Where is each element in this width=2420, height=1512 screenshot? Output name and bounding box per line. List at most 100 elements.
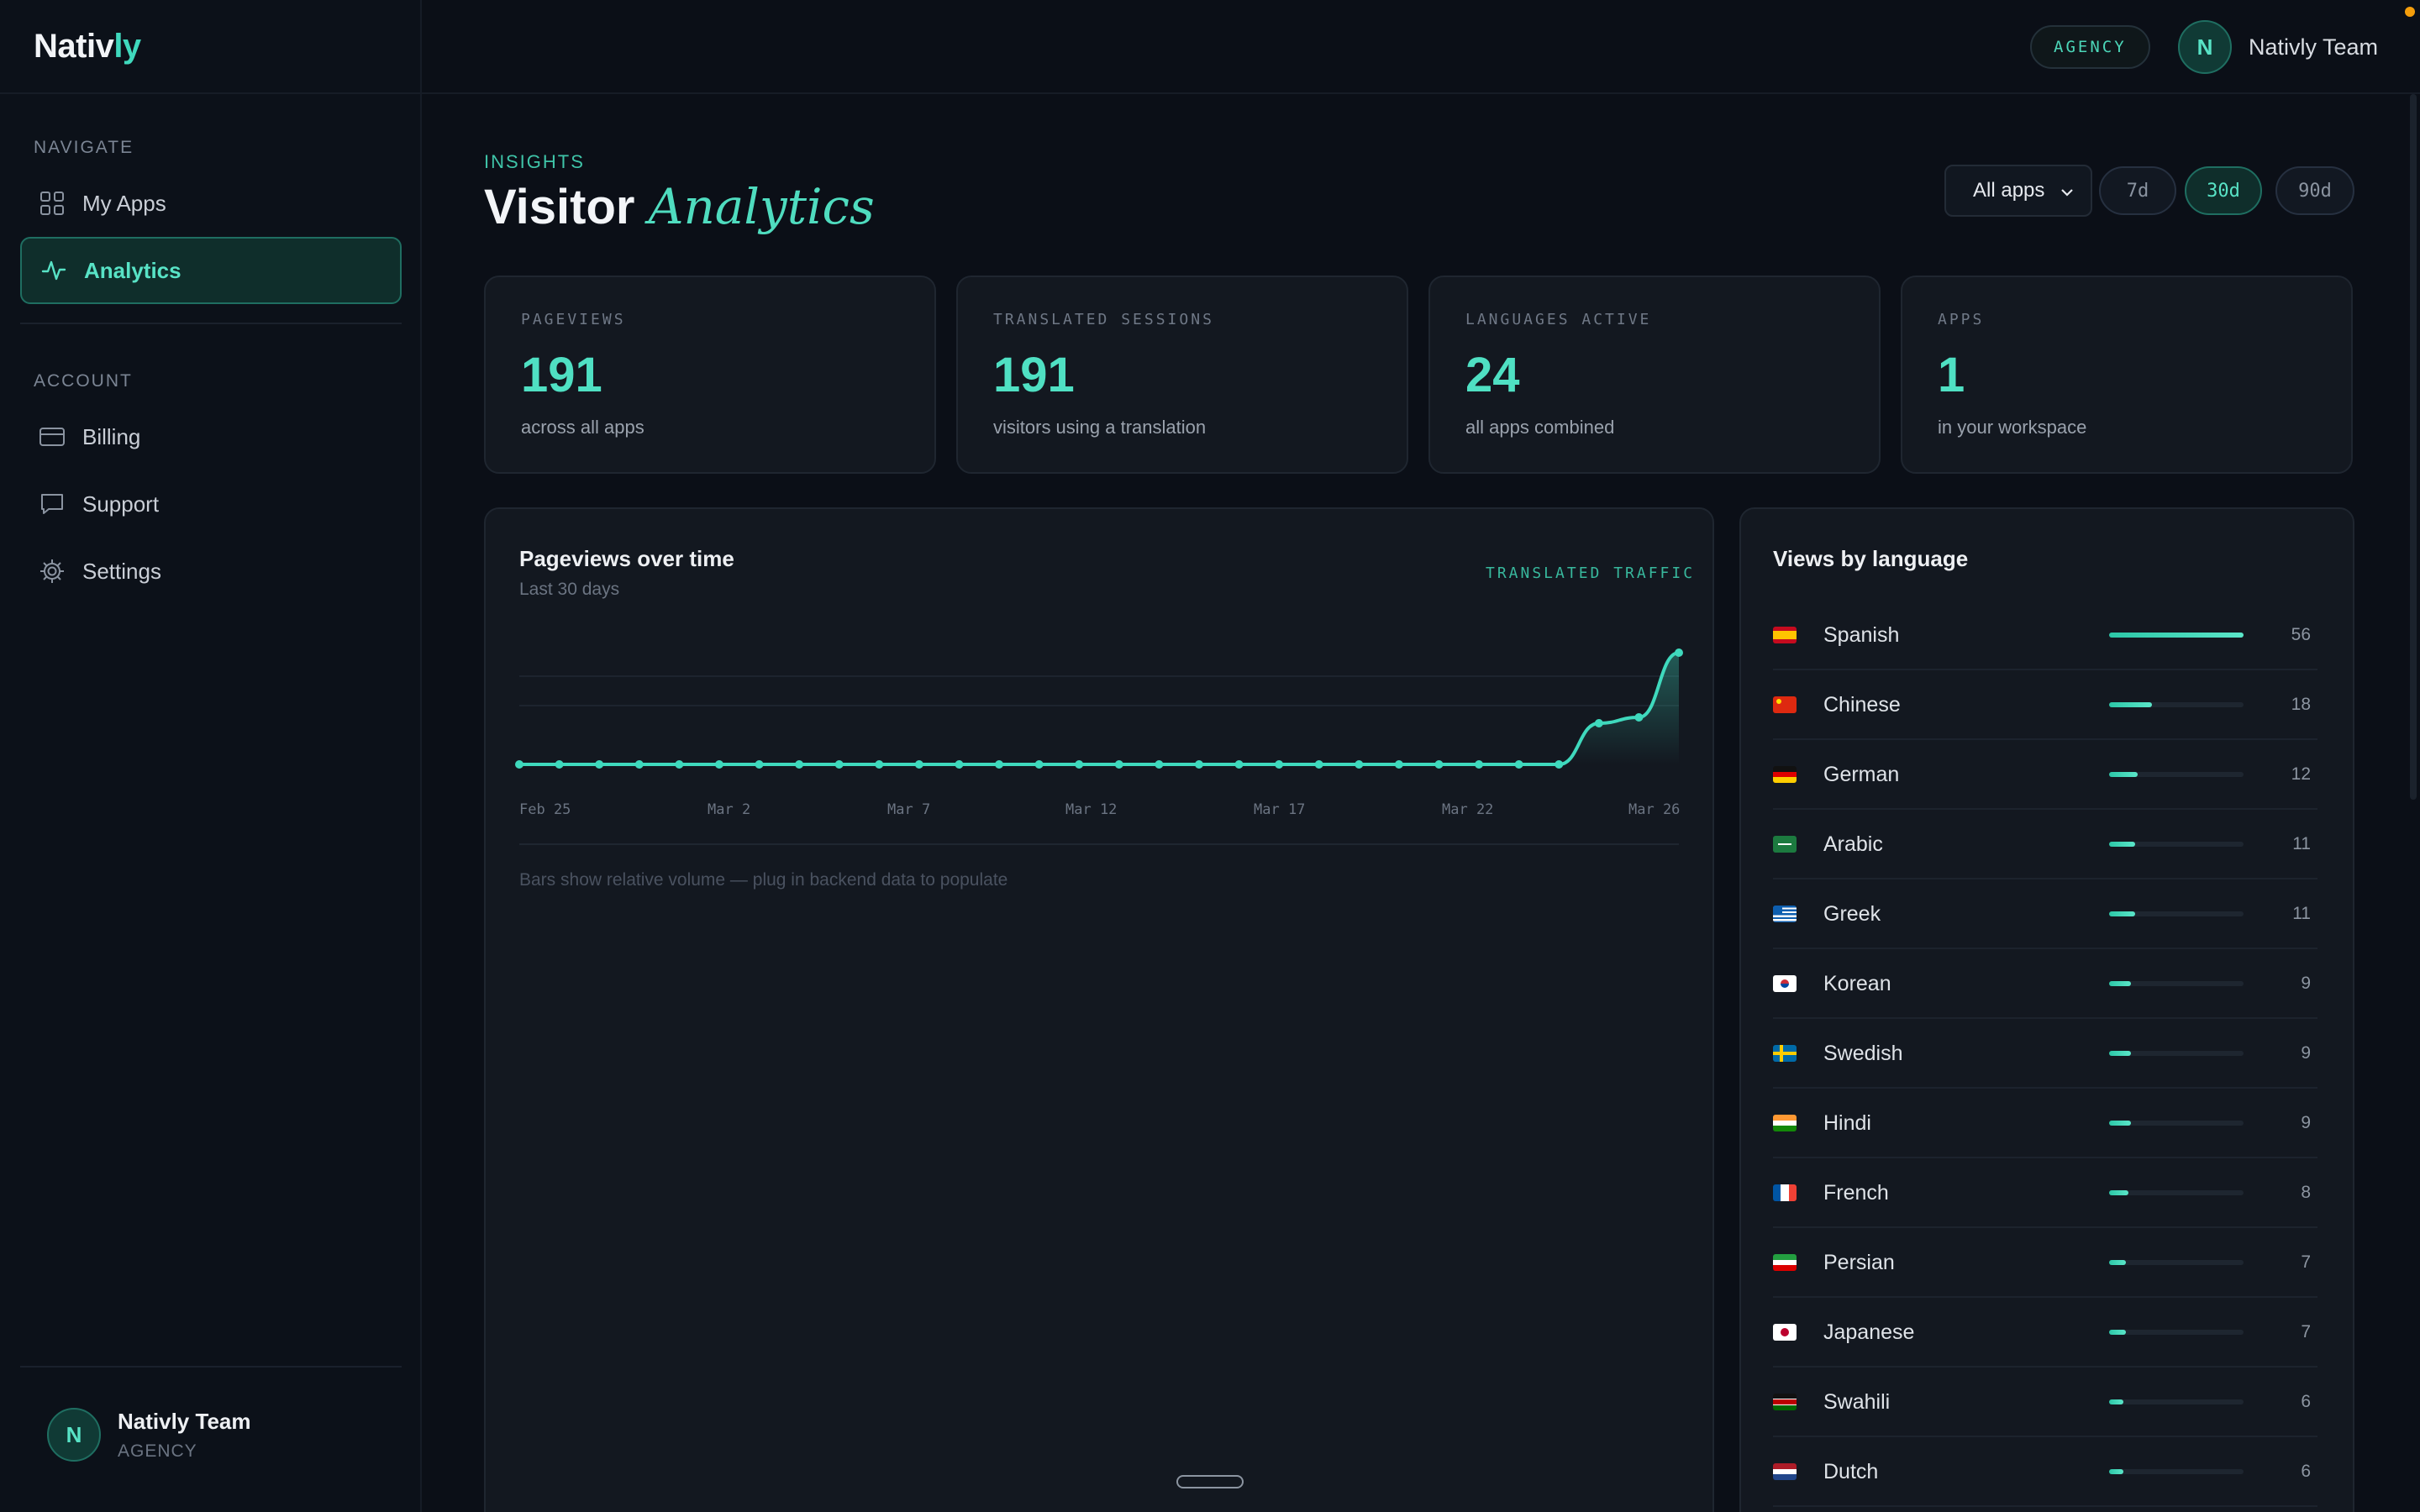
- language-row-german[interactable]: German 12: [1773, 741, 2317, 810]
- data-point[interactable]: [1434, 760, 1444, 769]
- language-name: Dutch: [1823, 1459, 1879, 1483]
- language-row-chinese[interactable]: Chinese 18: [1773, 671, 2317, 740]
- sidebar-item-support[interactable]: Support: [20, 470, 402, 538]
- chart-tag: TRANSLATED TRAFFIC: [1486, 564, 1696, 582]
- language-bar-track: [2109, 1469, 2244, 1474]
- data-point[interactable]: [1075, 760, 1084, 769]
- data-point[interactable]: [1114, 760, 1123, 769]
- sidebar-item-my-apps[interactable]: My Apps: [20, 170, 402, 237]
- stat-card-translated-sessions: TRANSLATED SESSIONS 191 visitors using a…: [956, 276, 1408, 474]
- flag-cn-icon: [1773, 696, 1797, 713]
- data-point[interactable]: [955, 760, 964, 769]
- range-30d-button[interactable]: 30d: [2185, 166, 2262, 215]
- stat-card-languages-active: LANGUAGES ACTIVE 24 all apps combined: [1428, 276, 1881, 474]
- language-row-french[interactable]: French 8: [1773, 1159, 2317, 1228]
- language-row-arabic[interactable]: Arabic 11: [1773, 811, 2317, 879]
- plan-badge: AGENCY: [2030, 25, 2150, 69]
- data-point[interactable]: [675, 760, 684, 769]
- data-point[interactable]: [595, 760, 604, 769]
- sidebar-item-analytics[interactable]: Analytics: [20, 237, 402, 304]
- data-point[interactable]: [714, 760, 723, 769]
- chart-title: Pageviews over time: [519, 546, 734, 571]
- data-point[interactable]: [1634, 713, 1644, 722]
- scrollbar[interactable]: [2410, 94, 2417, 800]
- language-row-swahili[interactable]: Swahili 6: [1773, 1368, 2317, 1437]
- data-point[interactable]: [555, 760, 564, 769]
- data-point[interactable]: [1555, 760, 1564, 769]
- data-point[interactable]: [1314, 760, 1323, 769]
- sidebar-item-label: Billing: [82, 423, 141, 449]
- language-bar-fill: [2109, 772, 2139, 777]
- data-point[interactable]: [875, 760, 884, 769]
- language-name: Hindi: [1823, 1110, 1871, 1135]
- data-point[interactable]: [834, 760, 844, 769]
- languages-title: Views by language: [1773, 546, 1969, 571]
- language-count: 9: [2301, 1113, 2311, 1132]
- data-point[interactable]: [1234, 760, 1244, 769]
- language-row-persian[interactable]: Persian 7: [1773, 1229, 2317, 1298]
- language-count: 11: [2292, 834, 2311, 853]
- flag-ir-icon: [1773, 1254, 1797, 1271]
- language-bar-fill: [2109, 1190, 2128, 1195]
- data-point[interactable]: [1514, 760, 1523, 769]
- data-point[interactable]: [1675, 648, 1683, 657]
- language-bar-track: [2109, 633, 2244, 638]
- range-90d-button[interactable]: 90d: [2275, 166, 2354, 215]
- data-point[interactable]: [1475, 760, 1484, 769]
- language-row-hindi[interactable]: Hindi 9: [1773, 1089, 2317, 1158]
- data-point[interactable]: [1155, 760, 1164, 769]
- data-point[interactable]: [1194, 760, 1203, 769]
- language-row-spanish[interactable]: Spanish 56: [1773, 601, 2317, 670]
- language-name: Spanish: [1823, 622, 1900, 647]
- language-name: French: [1823, 1180, 1889, 1205]
- data-point[interactable]: [1394, 760, 1403, 769]
- language-row-dutch[interactable]: Dutch 6: [1773, 1438, 2317, 1507]
- user-name: Nativly Team: [2249, 34, 2379, 60]
- data-point[interactable]: [634, 760, 644, 769]
- language-name: Swedish: [1823, 1041, 1903, 1065]
- flag-gr-icon: [1773, 906, 1797, 922]
- data-point[interactable]: [995, 760, 1004, 769]
- language-bar-fill: [2109, 1260, 2126, 1265]
- flag-fr-icon: [1773, 1184, 1797, 1201]
- language-bar-fill: [2109, 911, 2136, 916]
- flag-jp-icon: [1773, 1324, 1797, 1341]
- language-row-greek[interactable]: Greek 11: [1773, 880, 2317, 949]
- user-name: Nativly Team: [118, 1408, 251, 1434]
- pageviews-chart-panel: [484, 507, 1714, 1512]
- language-row-korean[interactable]: Korean 9: [1773, 950, 2317, 1019]
- range-7d-button[interactable]: 7d: [2099, 166, 2176, 215]
- sidebar-item-billing[interactable]: Billing: [20, 403, 402, 470]
- x-tick-label: Mar 26: [1628, 801, 1681, 818]
- language-count: 9: [2301, 1043, 2311, 1063]
- brand-logo[interactable]: Nativly: [34, 27, 141, 65]
- flag-sa-icon: [1773, 836, 1797, 853]
- sidebar-item-settings[interactable]: Settings: [20, 538, 402, 605]
- data-point[interactable]: [755, 760, 764, 769]
- sidebar-user[interactable]: N Nativly Team AGENCY: [47, 1408, 250, 1462]
- drag-handle[interactable]: [1176, 1475, 1244, 1488]
- data-point[interactable]: [1594, 719, 1603, 727]
- pageviews-line-chart: [515, 648, 1683, 769]
- language-name: Arabic: [1823, 832, 1883, 856]
- brand-row: Nativly: [0, 0, 420, 94]
- data-point[interactable]: [1275, 760, 1284, 769]
- language-row-swedish[interactable]: Swedish 9: [1773, 1020, 2317, 1089]
- language-bar-track: [2109, 1121, 2244, 1126]
- account-menu[interactable]: N Nativly Team: [2178, 20, 2378, 74]
- sidebar-item-label: Settings: [82, 558, 161, 584]
- app-select[interactable]: All apps: [1944, 165, 2092, 217]
- gear-icon: [39, 558, 66, 585]
- language-row-japanese[interactable]: Japanese 7: [1773, 1299, 2317, 1368]
- avatar: N: [47, 1408, 101, 1462]
- data-point[interactable]: [1034, 760, 1044, 769]
- chart-hint: Bars show relative volume — plug in back…: [519, 870, 1008, 890]
- data-point[interactable]: [515, 760, 523, 769]
- sidebar-item-label: My Apps: [82, 190, 166, 216]
- page-title: Visitor Analytics: [484, 178, 875, 235]
- data-point[interactable]: [795, 760, 804, 769]
- data-point[interactable]: [914, 760, 923, 769]
- flag-es-icon: [1773, 627, 1797, 643]
- language-bar-fill: [2109, 1469, 2124, 1474]
- data-point[interactable]: [1355, 760, 1364, 769]
